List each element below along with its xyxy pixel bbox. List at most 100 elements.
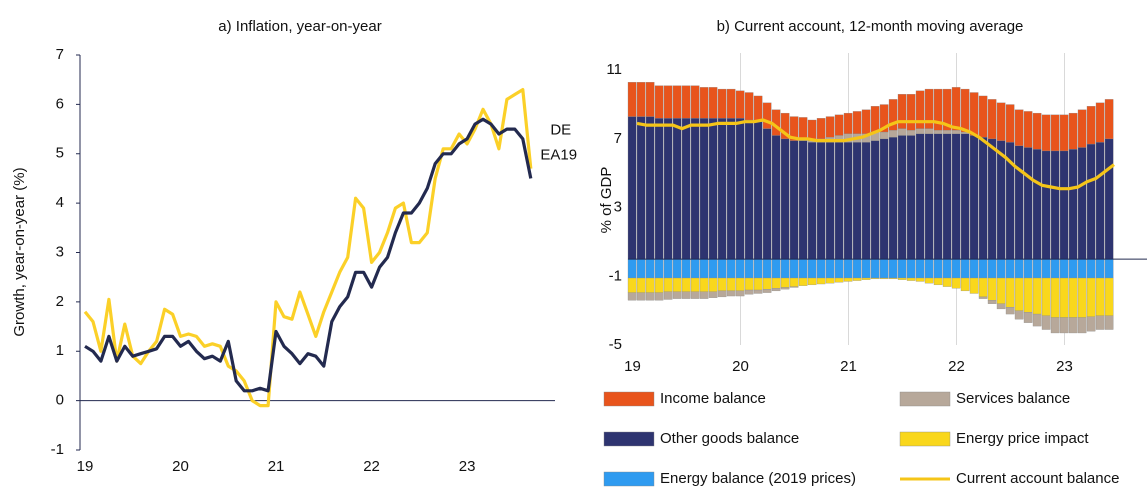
bar-segment xyxy=(681,118,691,260)
bar-segment xyxy=(735,258,745,279)
bar-segment xyxy=(708,277,718,292)
series-label: DE xyxy=(550,122,571,139)
bar-segment xyxy=(1095,142,1105,260)
bar-segment xyxy=(699,258,709,279)
bar-segment xyxy=(663,258,673,279)
bar-segment xyxy=(690,118,700,260)
bar-segment xyxy=(978,95,988,138)
bar-segment xyxy=(942,258,952,279)
bar-segment xyxy=(978,277,988,298)
bar-segment xyxy=(726,88,736,119)
bar-segment xyxy=(834,258,844,279)
bar-segment xyxy=(654,277,664,293)
y-tick-label: -1 xyxy=(51,441,64,458)
bar-segment xyxy=(996,303,1006,310)
bar-segment xyxy=(870,277,880,280)
bar-segment xyxy=(1095,315,1105,330)
bar-segment xyxy=(1014,145,1024,260)
bar-segment xyxy=(897,128,907,136)
bar-segment xyxy=(1032,149,1042,260)
bar-segment xyxy=(1095,102,1105,143)
bar-segment xyxy=(645,116,655,260)
bar-segment xyxy=(1041,114,1051,152)
bar-segment xyxy=(1104,277,1114,316)
bar-segment xyxy=(852,142,862,260)
bar-segment xyxy=(1014,277,1024,311)
bar-segment xyxy=(1014,310,1024,320)
bar-segment xyxy=(1086,258,1096,279)
bar-segment xyxy=(663,85,673,119)
legend-swatch xyxy=(603,471,655,487)
bar-segment xyxy=(780,277,790,288)
line-series xyxy=(84,117,533,393)
bar-segment xyxy=(987,300,997,304)
bar-segment xyxy=(960,258,970,279)
bar-segment xyxy=(735,290,745,297)
bar-segment xyxy=(852,258,862,279)
bar-segment xyxy=(897,277,907,280)
bar-segment xyxy=(1005,277,1015,308)
bar-segment xyxy=(627,116,637,260)
bar-segment xyxy=(924,88,934,129)
bar-segment xyxy=(1068,149,1078,260)
legend-swatch xyxy=(899,391,951,407)
bar-segment xyxy=(780,258,790,279)
y-tick-label: 4 xyxy=(56,194,64,211)
legend-label: Energy price impact xyxy=(956,430,1089,447)
bar-segment xyxy=(843,112,853,134)
bar-segment xyxy=(1041,315,1051,330)
bar-segment xyxy=(1095,277,1105,316)
bar-segment xyxy=(960,133,970,260)
bar-segment xyxy=(726,277,736,292)
bar-segment xyxy=(1086,106,1096,145)
bar-segment xyxy=(978,258,988,279)
bar-segment xyxy=(807,258,817,279)
bar-segment xyxy=(681,258,691,279)
y-tick-label: 3 xyxy=(614,199,622,216)
bar-segment xyxy=(645,277,655,293)
bar-segment xyxy=(717,258,727,279)
bar-segment xyxy=(708,258,718,279)
x-tick-label: 21 xyxy=(840,358,857,375)
bar-segment xyxy=(762,128,772,260)
bar-segment xyxy=(861,109,871,134)
bar-segment xyxy=(924,128,934,134)
bar-segment xyxy=(951,133,961,260)
bar-segment xyxy=(735,277,745,292)
bar-segment xyxy=(924,277,934,284)
x-tick-label: 20 xyxy=(172,458,189,475)
bar-segment xyxy=(1077,258,1087,279)
bar-segment xyxy=(942,130,952,134)
bar-segment xyxy=(1077,147,1087,260)
bar-segment xyxy=(672,258,682,279)
bar-segment xyxy=(852,111,862,134)
y-tick-label: 7 xyxy=(614,130,622,147)
bar-segment xyxy=(825,142,835,260)
legend-label: Services balance xyxy=(956,390,1070,407)
bar-segment xyxy=(1041,150,1051,260)
series-label: EA19 xyxy=(540,146,577,163)
bar-segment xyxy=(870,258,880,279)
bar-segment xyxy=(861,142,871,260)
bar-segment xyxy=(960,277,970,292)
x-tick-label: 20 xyxy=(732,358,749,375)
bar-segment xyxy=(663,277,673,292)
bar-segment xyxy=(780,287,790,290)
bar-segment xyxy=(672,118,682,260)
bar-segment xyxy=(1086,143,1096,260)
bar-segment xyxy=(978,137,988,260)
bar-segment xyxy=(780,112,790,140)
bar-segment xyxy=(636,258,646,279)
bar-segment xyxy=(969,92,979,136)
bar-segment xyxy=(888,99,898,131)
bar-segment xyxy=(1050,317,1060,334)
bar-segment xyxy=(834,142,844,260)
bar-segment xyxy=(906,94,916,131)
bar-segment xyxy=(699,87,709,119)
bar-segment xyxy=(1050,114,1060,152)
bar-segment xyxy=(879,104,889,133)
bar-segment xyxy=(825,116,835,138)
bar-segment xyxy=(843,258,853,279)
x-tick-label: 21 xyxy=(268,458,285,475)
